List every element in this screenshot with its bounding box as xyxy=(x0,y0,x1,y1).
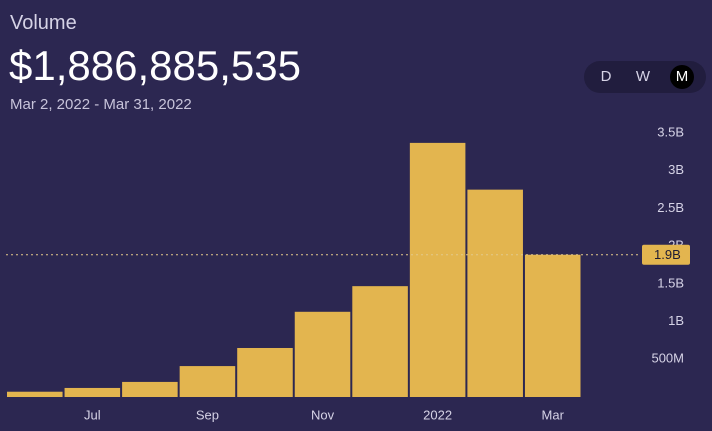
interval-option[interactable]: M xyxy=(670,65,694,89)
bar xyxy=(294,311,351,397)
interval-option[interactable]: D xyxy=(600,68,612,85)
bar xyxy=(179,366,236,397)
title: Volume xyxy=(10,12,77,34)
bar xyxy=(352,286,408,397)
y-tick-label: 3B xyxy=(668,162,684,177)
x-tick-label: Mar xyxy=(542,407,565,422)
bar xyxy=(237,347,293,397)
interval-toggle: D W M xyxy=(584,61,706,93)
headline: $1,886,885,535 xyxy=(9,42,301,89)
y-tick-label: 500M xyxy=(651,351,684,366)
crosshair-label-box xyxy=(642,244,690,265)
x-tick-label: 2022 xyxy=(423,407,452,422)
interval-option[interactable]: W xyxy=(635,68,651,85)
x-tick-label: Jul xyxy=(84,407,101,422)
bar xyxy=(7,391,63,397)
y-tick-label: 1B xyxy=(668,313,684,328)
bar xyxy=(409,142,466,397)
y-tick-label: 3.5B xyxy=(657,125,684,140)
x-tick-label: Sep xyxy=(196,407,219,422)
crosshair-label: 1.9B xyxy=(654,247,681,262)
bar xyxy=(64,387,121,397)
bar xyxy=(467,189,523,397)
bar xyxy=(122,381,178,397)
x-tick-label: Nov xyxy=(311,407,335,422)
date-range: Mar 2, 2022 - Mar 31, 2022 xyxy=(10,96,192,113)
y-tick-label: 1.5B xyxy=(657,275,684,290)
y-tick-label: 2.5B xyxy=(657,200,684,215)
bar xyxy=(524,254,581,397)
